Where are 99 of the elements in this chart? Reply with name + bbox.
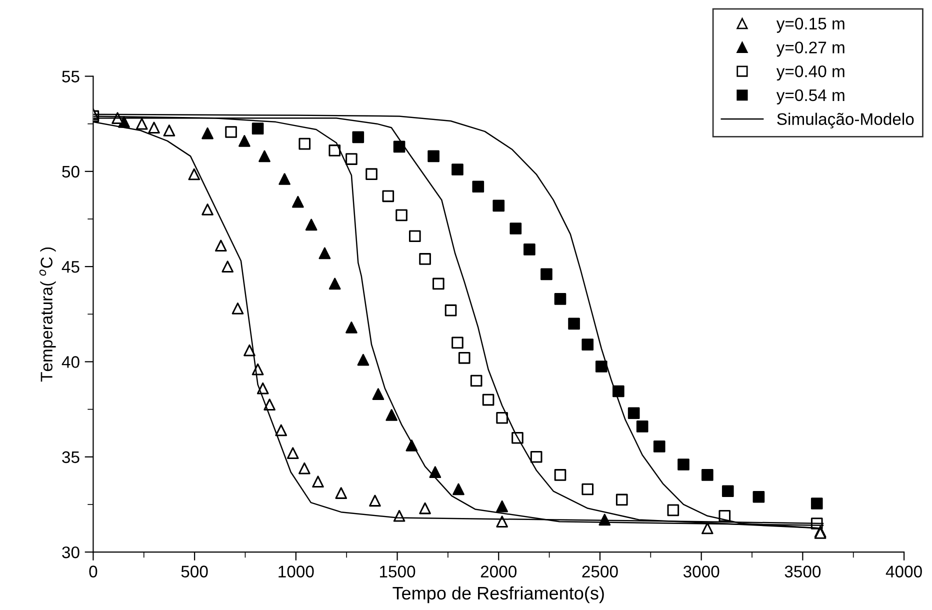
point [148, 122, 160, 134]
point [452, 164, 464, 176]
x-axis-title: Tempo de Resfriamento(s) [392, 586, 604, 604]
point [352, 131, 364, 144]
point [396, 209, 408, 222]
y-tick-label: 35 [62, 451, 80, 464]
point [202, 204, 214, 216]
y-axis-title: Temperatura( $^{o}$C ) [39, 247, 56, 382]
point [202, 127, 214, 140]
point [496, 412, 508, 424]
point [328, 278, 341, 290]
point [752, 490, 765, 503]
legend-label: y=0.54 m [776, 89, 844, 104]
x-tick-label: 4000 [886, 566, 922, 578]
point [458, 352, 470, 364]
point [188, 168, 200, 180]
point [554, 293, 566, 305]
point [258, 150, 270, 162]
point [286, 447, 299, 459]
point [252, 122, 264, 135]
x-tick-label: 0 [89, 566, 98, 578]
point [470, 374, 482, 387]
point [318, 247, 331, 260]
point [264, 398, 276, 410]
point [292, 196, 304, 208]
point [232, 302, 244, 314]
point [582, 483, 594, 496]
point [472, 180, 484, 193]
point [256, 382, 269, 394]
point [432, 278, 444, 290]
point [492, 200, 505, 212]
y-tick-label: 40 [62, 356, 80, 368]
point [540, 268, 552, 280]
point [701, 522, 714, 534]
point [582, 338, 594, 351]
point [496, 500, 508, 512]
point [408, 230, 421, 242]
y-tick-label: 30 [62, 546, 80, 558]
legend-label: y=0.15 m [776, 18, 844, 33]
point [530, 450, 542, 463]
x-tick-label: 2000 [480, 566, 517, 578]
point [225, 126, 237, 138]
point [810, 498, 823, 510]
point [298, 462, 310, 474]
point [305, 218, 318, 231]
point [298, 138, 311, 150]
point [386, 409, 398, 421]
point [275, 424, 288, 436]
point [238, 135, 250, 147]
point [366, 168, 378, 180]
point [554, 469, 566, 481]
point [428, 150, 440, 162]
legend-label: Simulação-Modelo [777, 112, 914, 128]
point [382, 190, 394, 202]
point [701, 469, 714, 481]
legend-label: y=0.27 m [776, 42, 844, 57]
point [419, 502, 431, 514]
point [452, 483, 464, 496]
point [524, 244, 536, 256]
x-tick-label: 500 [181, 566, 208, 578]
legend-label: y=0.40 m [776, 65, 844, 81]
point [616, 494, 628, 506]
y-tick-label: 55 [62, 70, 80, 82]
x-tick-label: 2500 [582, 566, 618, 578]
point [244, 344, 256, 356]
point [496, 516, 508, 528]
y-tick-label: 50 [62, 166, 80, 178]
point [346, 322, 358, 334]
point [429, 466, 442, 478]
point [357, 354, 370, 366]
x-tick-label: 3500 [784, 566, 821, 578]
y-tick-label: 45 [62, 261, 80, 273]
point [722, 485, 734, 498]
point [214, 240, 227, 252]
point [372, 388, 384, 400]
x-tick-label: 1000 [278, 566, 314, 578]
point [444, 304, 457, 316]
point [636, 420, 648, 432]
point [163, 124, 176, 136]
point [419, 253, 431, 265]
point [452, 336, 464, 349]
point [678, 458, 690, 470]
point [335, 487, 348, 499]
point [222, 260, 234, 272]
point [328, 144, 341, 156]
point [136, 118, 148, 130]
point [568, 318, 580, 330]
x-tick-label: 1500 [380, 566, 416, 578]
point [346, 153, 358, 165]
point [628, 407, 640, 420]
point [595, 360, 608, 372]
x-tick-label: 3000 [683, 566, 720, 578]
point [667, 504, 680, 516]
point [510, 222, 522, 234]
point [369, 494, 381, 507]
point [482, 394, 494, 406]
point [653, 440, 666, 452]
point [312, 476, 324, 488]
point [278, 173, 290, 185]
